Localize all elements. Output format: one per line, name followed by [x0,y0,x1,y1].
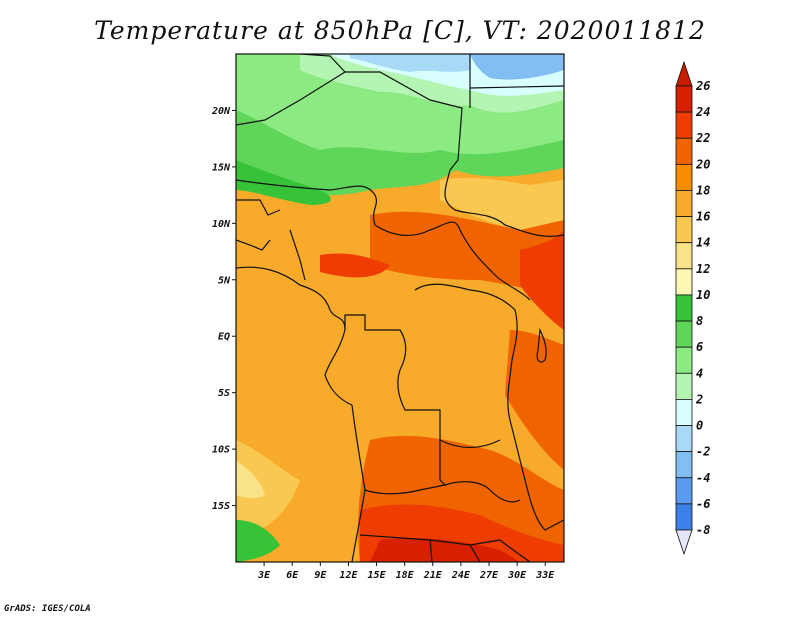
colorbar-label: 16 [696,210,710,224]
lon-label: 27E [479,570,499,581]
longitude-axis: 3E 6E 9E 12E 15E 18E 21E 24E 27E 30E 33E [257,562,555,581]
lat-label: 15S [212,501,230,512]
colorbar-label: 8 [696,314,703,328]
lat-label: 5N [218,275,231,286]
grads-footer: GrADS: IGES/COLA [4,604,91,614]
colorbar-bottom-arrow [675,529,693,556]
lon-label: 24E [451,570,471,581]
colorbar-label: 10 [696,288,710,302]
colorbar-box [675,137,693,165]
lon-label: 18E [396,570,415,581]
lat-label: EQ [218,332,230,343]
colorbar-box [675,294,693,322]
colorbar-label: -6 [696,497,710,511]
lat-label: 10N [212,219,231,230]
colorbar-top-arrow [675,60,693,87]
lon-label: 15E [368,570,387,581]
lon-label: 6E [286,570,299,581]
colorbar-box [675,163,693,191]
lon-label: 30E [507,570,527,581]
colorbar-label: 2 [695,392,703,406]
colorbar-label: 6 [696,340,703,354]
colorbar-box [675,503,693,531]
chart-title: Temperature at 850hPa [C], VT: 202001181… [94,16,706,45]
colorbar-label: 24 [695,105,710,119]
colorbar-box [675,451,693,479]
colorbar-box [675,85,693,113]
colorbar-label: -2 [696,445,710,459]
colorbar-label: -8 [696,523,710,537]
colorbar-box [675,346,693,374]
colorbar-label: 20 [695,157,710,171]
colorbar-box [675,399,693,426]
latitude-axis: 20N 15N 10N 5N EQ 5S 10S 15S [211,106,236,512]
colorbar-box [675,268,693,296]
lon-label: 9E [314,570,327,581]
lon-label: 3E [257,570,271,581]
temperature-field [236,54,564,562]
lat-label: 15N [212,162,231,173]
colorbar-box [675,477,693,505]
lon-label: 12E [339,570,358,581]
colorbar-label: 22 [695,131,710,145]
colorbar-box [675,242,693,270]
colorbar-box [675,190,693,217]
colorbar-box [675,111,693,139]
colorbar-label: 14 [696,236,710,250]
colorbar-box [675,372,693,400]
colorbar-label: 18 [696,183,710,197]
lon-label: 33E [535,570,555,581]
lon-label: 21E [423,570,443,581]
colorbar-label: 12 [696,262,710,276]
lat-label: 5S [218,388,230,399]
colorbar-label: -4 [696,471,710,485]
colorbar-box [675,216,693,244]
colorbar-box [675,320,693,348]
colorbar-box [675,425,693,453]
colorbar-label: 4 [696,366,703,380]
lat-label: 20N [211,106,231,117]
country-borders [236,54,564,562]
map-frame [235,53,565,563]
lat-label: 10S [212,445,230,456]
colorbar-label: 0 [696,419,703,433]
colorbar-label: 26 [695,79,710,93]
